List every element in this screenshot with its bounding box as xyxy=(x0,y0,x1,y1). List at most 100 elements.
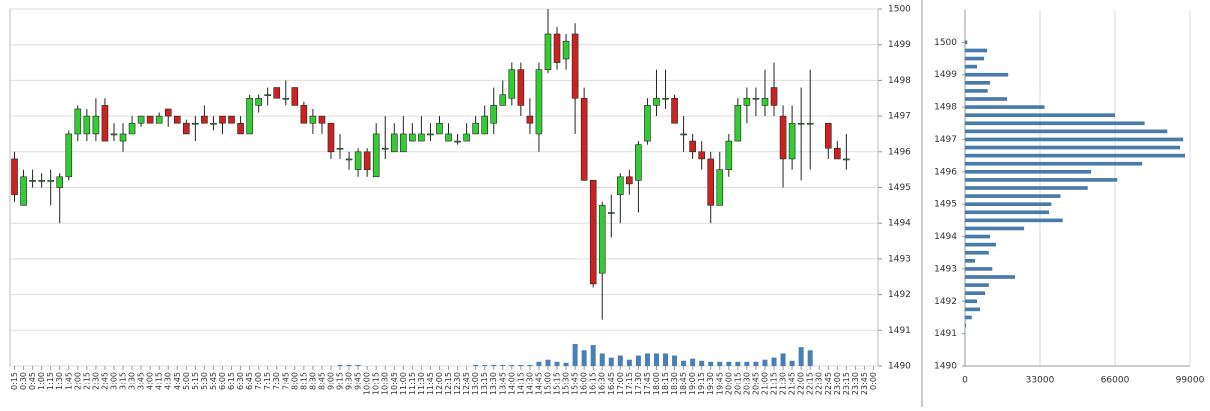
candle-body xyxy=(598,205,606,274)
x-tick-label: 12:00 xyxy=(435,372,444,395)
volume-bar xyxy=(599,353,605,366)
candle-body xyxy=(291,87,299,106)
x-tick-label: 66000 xyxy=(1101,376,1130,386)
x-tick-label: 0:45 xyxy=(28,372,37,390)
volume-bar xyxy=(346,364,352,366)
volume-bar xyxy=(708,361,714,366)
profile-bar xyxy=(965,178,1118,182)
candle-body xyxy=(508,69,516,99)
volume-bar xyxy=(355,364,361,366)
candle-body xyxy=(336,147,344,150)
candle-body xyxy=(173,115,181,124)
y-tick-label: 1497 xyxy=(934,135,957,145)
x-tick-label: 8:30 xyxy=(308,372,317,390)
candle-body xyxy=(571,33,579,99)
candle-body xyxy=(716,169,724,206)
x-tick-label: 21:15 xyxy=(770,372,779,395)
x-tick-label: 4:15 xyxy=(155,372,164,390)
x-tick-label: 20:15 xyxy=(733,372,742,395)
y-tick-label: 1497 xyxy=(888,112,911,122)
profile-bar xyxy=(965,194,1061,198)
x-tick-label: 7:00 xyxy=(254,372,263,390)
x-tick-label: 3:00 xyxy=(109,372,118,390)
volume-bar xyxy=(681,360,687,366)
candle-body xyxy=(806,122,814,125)
candle-body xyxy=(526,115,534,124)
candle-body xyxy=(264,94,271,96)
candle-body xyxy=(29,180,36,182)
x-tick-label: 23:00 xyxy=(833,372,842,395)
candle-body xyxy=(20,176,27,206)
volume-bar xyxy=(672,355,678,366)
x-tick-label: 14:30 xyxy=(525,372,534,395)
profile-bar xyxy=(965,315,972,320)
profile-bar xyxy=(965,242,996,247)
candle-body xyxy=(192,122,199,125)
volume-bar xyxy=(509,364,515,366)
candle-body xyxy=(707,158,715,206)
x-tick-label: 3:30 xyxy=(128,372,137,390)
x-tick-label: 13:00 xyxy=(471,372,480,395)
profile-bar xyxy=(965,202,1052,207)
candle-body xyxy=(381,147,389,150)
candle-body xyxy=(201,115,208,124)
candle-body xyxy=(454,140,461,143)
candle-body xyxy=(372,133,380,178)
volume-bar xyxy=(581,350,587,366)
candle-body xyxy=(228,115,235,124)
x-tick-label: 17:00 xyxy=(616,372,625,395)
profile-bar xyxy=(965,129,1168,134)
volume-bar xyxy=(554,361,560,366)
y-tick-label: 1495 xyxy=(934,200,957,210)
candle-body xyxy=(607,212,615,214)
x-tick-label: 10:45 xyxy=(390,372,399,395)
candle-body xyxy=(472,122,479,135)
x-tick-label: 13:30 xyxy=(489,372,498,395)
candle-body xyxy=(653,97,660,106)
x-tick-label: 16:00 xyxy=(580,372,589,395)
candle-body xyxy=(680,133,687,136)
volume-bar xyxy=(762,359,768,366)
x-tick-label: 16:30 xyxy=(598,372,607,395)
x-tick-label: 7:15 xyxy=(263,372,272,390)
y-tick-label: 1491 xyxy=(934,329,957,339)
x-tick-label: 1:00 xyxy=(37,372,46,390)
candle-body xyxy=(662,97,669,100)
candle-body xyxy=(445,133,452,142)
x-tick-label: 10:30 xyxy=(381,372,390,395)
y-tick-label: 1500 xyxy=(934,38,957,48)
x-tick-label: 0:30 xyxy=(19,372,28,390)
candle-body xyxy=(580,97,588,181)
x-tick-label: 5:15 xyxy=(191,372,200,390)
profile-bar xyxy=(965,234,990,239)
volume-bar xyxy=(771,357,777,366)
volume-bar xyxy=(617,355,623,366)
x-tick-label: 23:45 xyxy=(860,372,869,395)
candle-body xyxy=(544,33,552,70)
candle-body xyxy=(119,133,127,142)
x-tick-label: 14:45 xyxy=(534,372,543,395)
candle-body xyxy=(635,144,642,181)
x-tick-label: 12:30 xyxy=(453,372,462,395)
x-tick-label: 0 xyxy=(962,376,968,386)
x-tick-label: 21:30 xyxy=(779,372,788,395)
volume-bar xyxy=(545,359,551,366)
candle-body xyxy=(517,69,525,106)
candle-body xyxy=(436,122,443,135)
x-tick-label: 10:00 xyxy=(363,372,372,395)
x-tick-label: 14:00 xyxy=(507,372,516,395)
volume-bar xyxy=(726,361,732,366)
candle-body xyxy=(409,133,416,142)
candle-body xyxy=(725,140,733,170)
candle-body xyxy=(834,147,841,160)
x-tick-label: 11:45 xyxy=(426,372,435,395)
x-tick-label: 0:00 xyxy=(869,372,878,390)
candle-body xyxy=(155,115,163,124)
y-tick-label: 1499 xyxy=(888,40,911,50)
candle-body xyxy=(490,105,498,124)
candle-body xyxy=(481,115,488,135)
volume-bar xyxy=(518,364,524,366)
x-tick-label: 11:00 xyxy=(399,372,408,395)
candle-body xyxy=(38,180,45,182)
volume-bar xyxy=(699,360,705,366)
